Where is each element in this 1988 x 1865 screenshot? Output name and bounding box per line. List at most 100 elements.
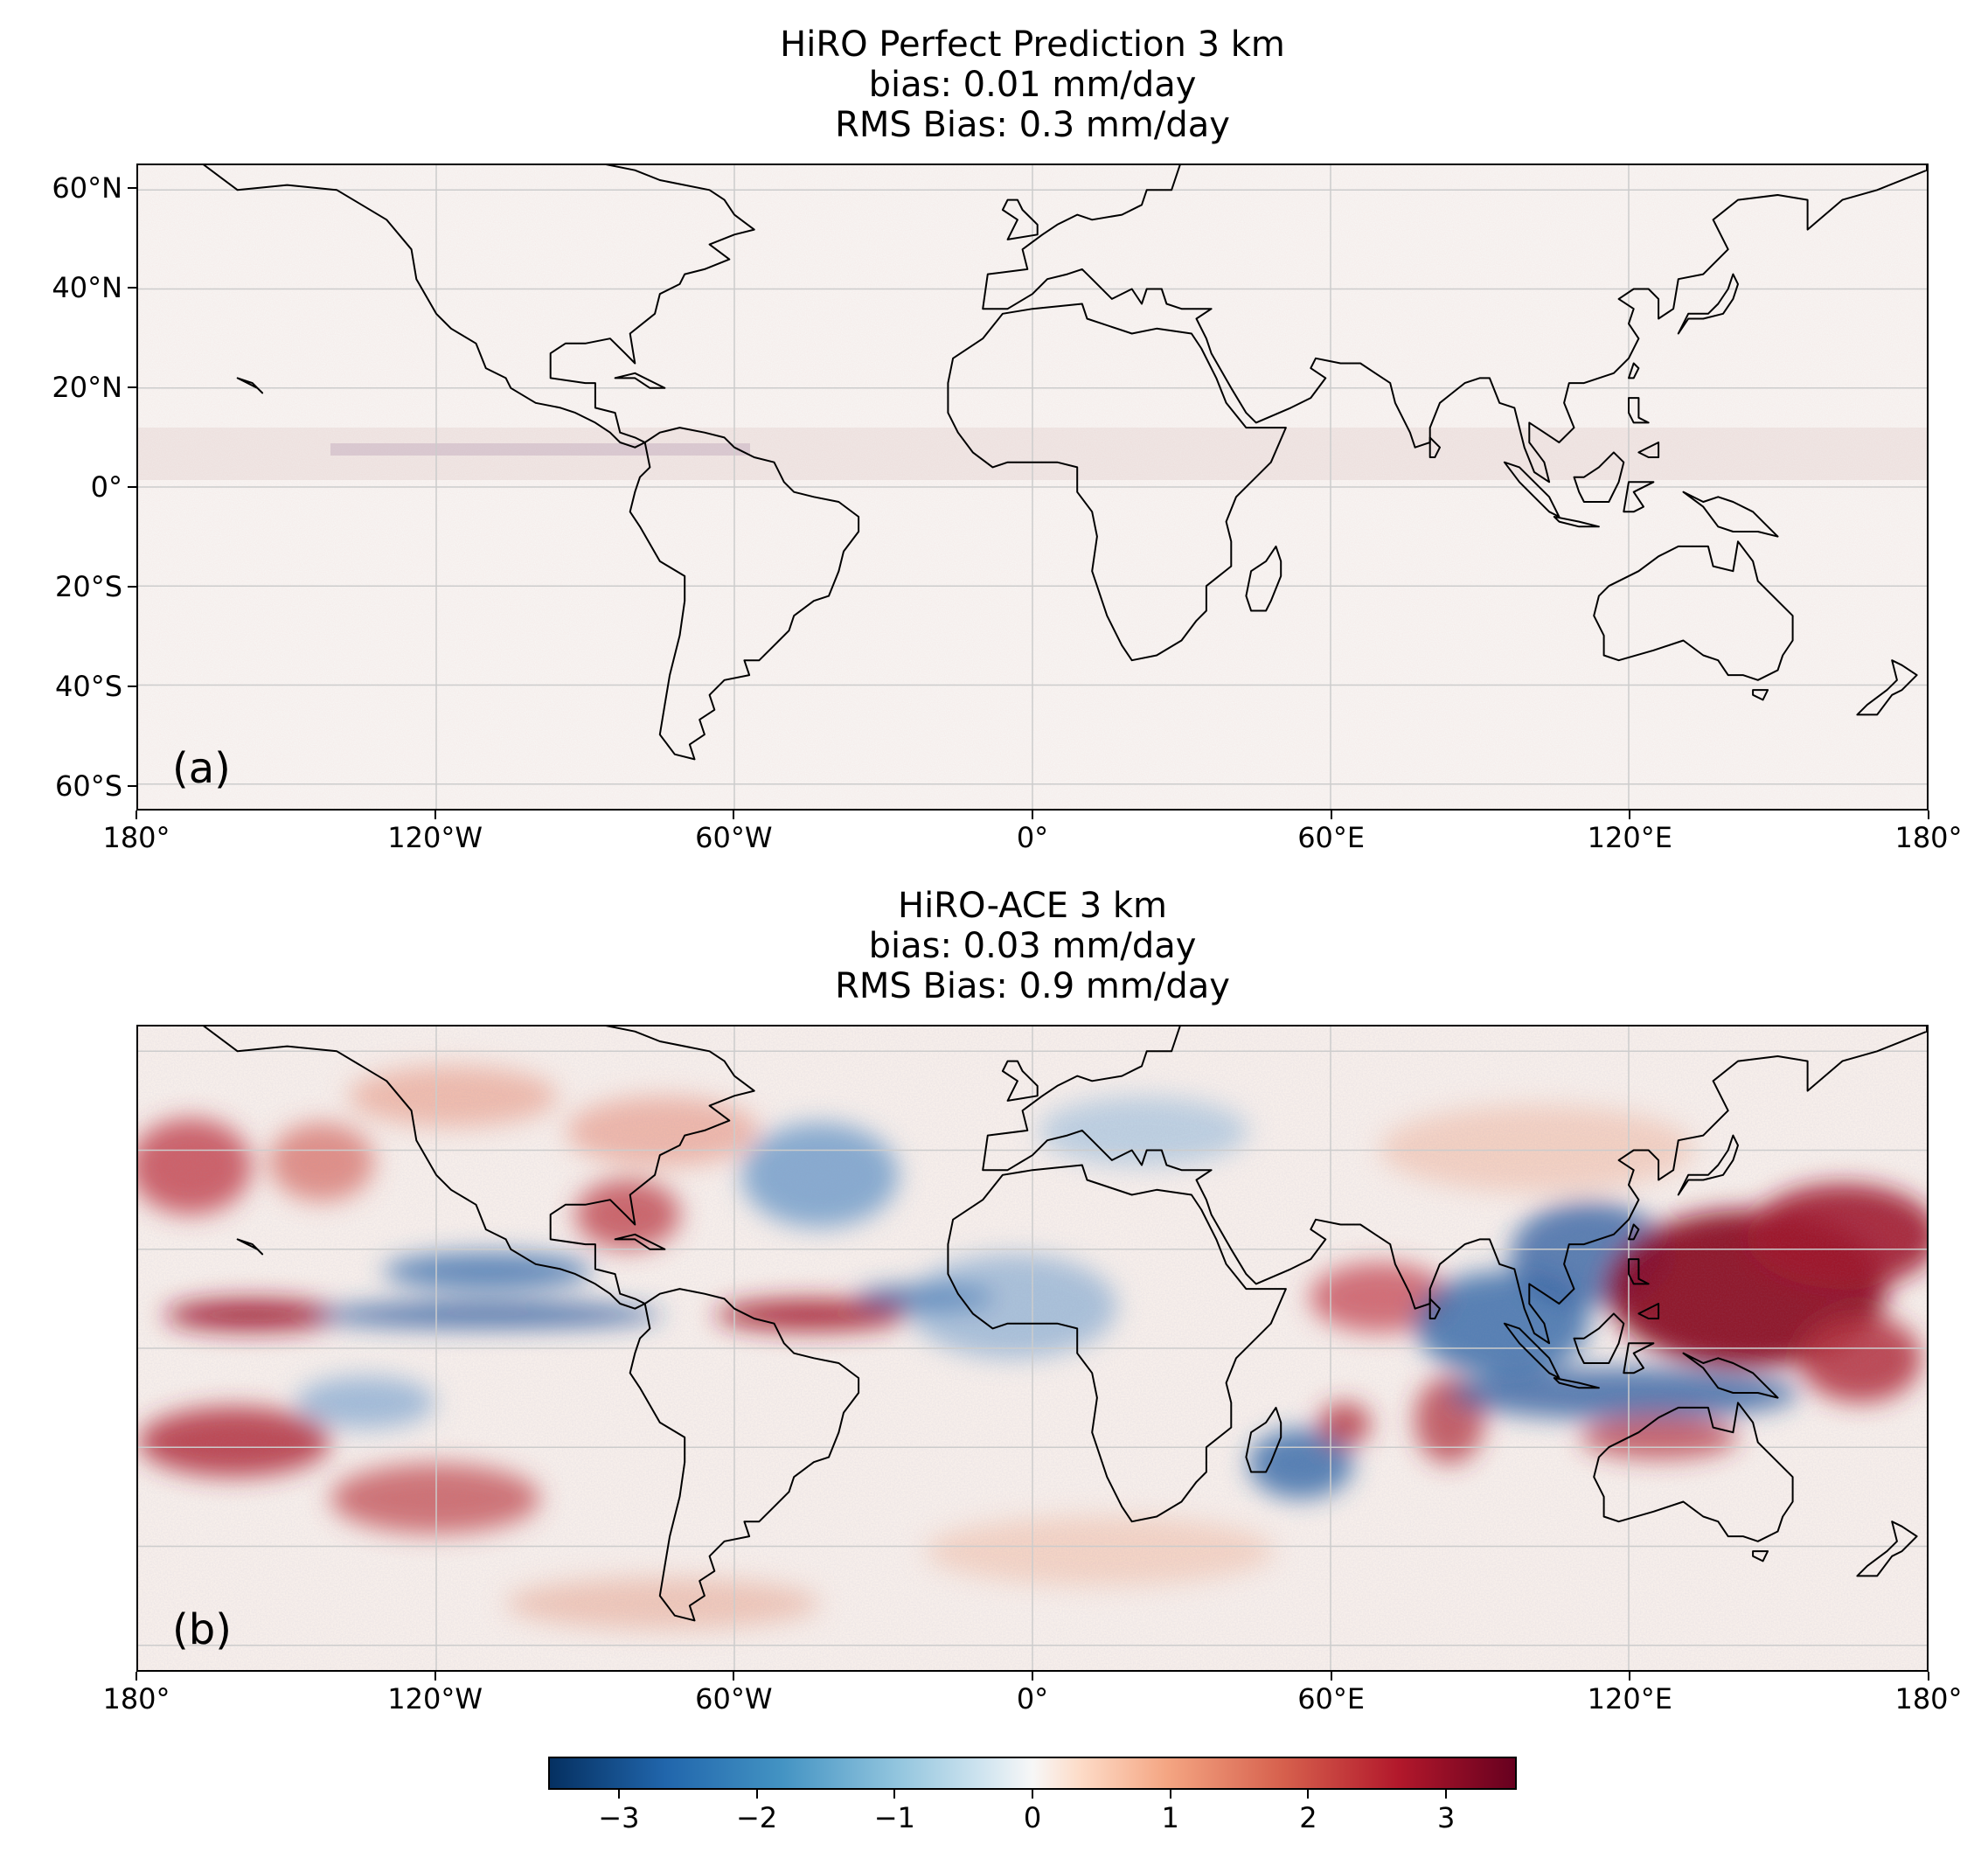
coastline — [1752, 689, 1769, 701]
lat-tick-label: 0° — [90, 470, 122, 504]
lon-tick-label: 120°W — [387, 1682, 483, 1715]
colorbar-tick-mark — [1032, 1790, 1033, 1799]
lon-tick-mark — [1330, 811, 1332, 819]
map-a-canvas — [138, 165, 1927, 809]
coastline — [1245, 545, 1282, 612]
coastline — [1001, 1060, 1039, 1102]
coastline — [1677, 273, 1739, 335]
panel-b-rms-bias: RMS Bias: 0.9 mm/day — [835, 966, 1230, 1006]
lat-tick-mark — [128, 685, 136, 687]
coastline — [614, 1233, 666, 1250]
coastline — [1682, 491, 1779, 538]
colorbar-tick-mark — [893, 1790, 896, 1799]
panel-b-label: (b) — [172, 1605, 232, 1654]
coastline — [1623, 481, 1655, 513]
coastline — [1752, 1550, 1769, 1562]
coastline — [1428, 1298, 1441, 1319]
coastline — [1856, 1521, 1918, 1577]
lon-tick-label: 180° — [1894, 1682, 1963, 1715]
lon-tick-mark — [1928, 811, 1929, 819]
lon-tick-label: 120°E — [1587, 1682, 1672, 1715]
lon-tick-label: 120°W — [387, 821, 483, 854]
lon-tick-label: 120°E — [1587, 821, 1672, 854]
lon-tick-label: 60°W — [695, 821, 773, 854]
coastline — [1623, 1342, 1655, 1374]
map-b-coastlines — [203, 1026, 1927, 1622]
panel-a-rms-bias: RMS Bias: 0.3 mm/day — [835, 105, 1230, 145]
colorbar-tick-mark — [1307, 1790, 1310, 1799]
coastline — [1245, 1406, 1282, 1473]
coastline — [1677, 1134, 1739, 1196]
lon-tick-mark — [136, 1672, 137, 1681]
map-a-coastlines — [203, 165, 1927, 761]
lon-tick-label: 0° — [1016, 1682, 1049, 1715]
coastline — [203, 165, 755, 449]
coastline — [1001, 198, 1039, 240]
coastline — [982, 1026, 1927, 1345]
colorbar-tick-mark — [1445, 1790, 1448, 1799]
lon-tick-mark — [733, 811, 735, 819]
coastline — [1682, 1352, 1779, 1399]
coastline — [1593, 1402, 1794, 1542]
coastline — [203, 1026, 755, 1310]
panel-a-title: HiRO Perfect Prediction 3 km bias: 0.01 … — [136, 24, 1929, 145]
lon-tick-label: 180° — [102, 821, 170, 854]
lat-tick-mark — [128, 287, 136, 289]
coastline — [1503, 1322, 1561, 1379]
lon-tick-mark — [1928, 1672, 1929, 1681]
coastline — [1628, 1223, 1640, 1241]
coastline — [1637, 442, 1660, 458]
map-panel-a — [136, 164, 1929, 811]
lat-tick-label: 20°N — [52, 371, 122, 405]
lat-tick-label: 40°S — [54, 669, 122, 703]
lon-tick-label: 60°E — [1297, 821, 1366, 854]
coastline — [1553, 516, 1600, 528]
colorbar-tick-label: 1 — [1161, 1801, 1179, 1834]
lon-tick-mark — [434, 811, 436, 819]
colorbar-tick-mark — [755, 1790, 758, 1799]
lat-tick-mark — [128, 187, 136, 190]
map-b-canvas — [138, 1026, 1927, 1670]
colorbar-tick-mark — [1169, 1790, 1171, 1799]
colorbar-tick-mark — [617, 1790, 620, 1799]
coastline — [629, 1288, 860, 1622]
map-a-gridlines — [138, 165, 1927, 809]
colorbar-tick-label: 2 — [1299, 1801, 1317, 1834]
coastline — [1593, 540, 1794, 681]
lon-tick-label: 60°E — [1297, 1682, 1366, 1715]
coastline — [1428, 436, 1441, 458]
colorbar — [548, 1757, 1517, 1790]
lon-tick-mark — [136, 811, 137, 819]
panel-b-title-line1: HiRO-ACE 3 km — [897, 886, 1167, 926]
coastline — [1628, 1258, 1650, 1285]
colorbar-tick-label: −3 — [598, 1801, 640, 1834]
lon-tick-mark — [1032, 811, 1033, 819]
coastline — [629, 427, 860, 761]
lon-tick-label: 180° — [1894, 821, 1963, 854]
lon-tick-mark — [1330, 1672, 1332, 1681]
lat-tick-label: 60°S — [54, 769, 122, 803]
lon-tick-label: 0° — [1016, 821, 1049, 854]
map-panel-b — [136, 1025, 1929, 1672]
coastline — [236, 377, 264, 394]
coastline — [1856, 659, 1918, 716]
coastline — [1573, 451, 1625, 503]
lat-tick-mark — [128, 386, 136, 389]
coastline — [614, 372, 666, 389]
lat-tick-label: 60°N — [52, 171, 122, 205]
lat-tick-label: 20°S — [54, 569, 122, 603]
coastline — [1628, 397, 1650, 424]
lat-tick-mark — [128, 486, 136, 488]
lon-tick-mark — [1629, 1672, 1631, 1681]
lat-tick-label: 40°N — [52, 271, 122, 305]
lon-tick-label: 180° — [102, 1682, 170, 1715]
coastline — [1503, 461, 1561, 518]
lon-tick-mark — [434, 1672, 436, 1681]
colorbar-tick-label: −2 — [735, 1801, 778, 1834]
lon-tick-label: 60°W — [695, 1682, 773, 1715]
coastline — [1637, 1303, 1660, 1319]
colorbar-tick-label: 3 — [1436, 1801, 1456, 1834]
panel-b-title: HiRO-ACE 3 km bias: 0.03 mm/day RMS Bias… — [136, 886, 1929, 1006]
colorbar-tick-label: −1 — [873, 1801, 915, 1834]
coastline — [1553, 1377, 1600, 1389]
